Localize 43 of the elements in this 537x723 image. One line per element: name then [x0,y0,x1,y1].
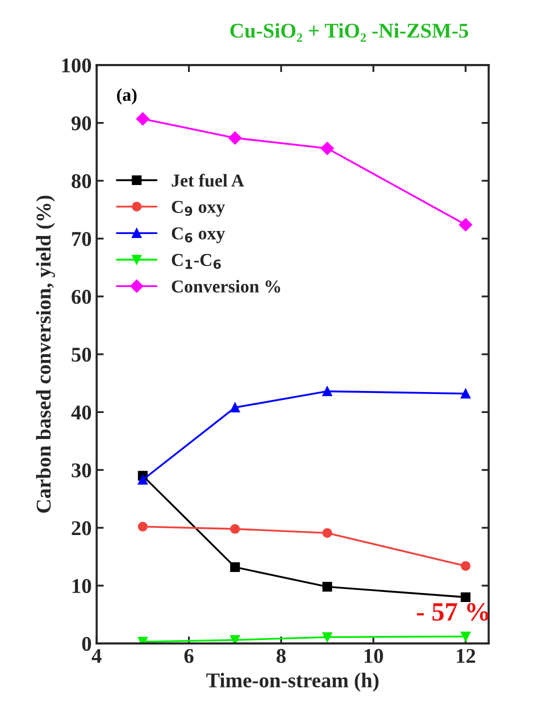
chart-title: Cu-SiO₂ + TiO₂ -Ni-ZSM-5 [230,23,468,42]
y-tick-label: 20 [72,521,92,536]
point [460,632,470,642]
y-tick-label: 60 [72,290,92,304]
x-tick-label: 12 [456,648,476,663]
y-tick-label: 40 [71,405,92,420]
x-axis-title: Time-on-stream (h) [206,672,378,692]
x-tick-label: 6 [184,648,194,663]
point [460,592,470,602]
point [322,528,332,538]
y-tick-label: 30 [72,463,92,478]
legend-label: C$_{1}$-C$_{6}$ [172,254,221,269]
y-tick-label: 90 [72,116,92,130]
point [230,524,240,534]
point [230,402,240,412]
point [230,635,240,644]
x-tick-label: 4 [92,649,102,663]
y-tick-label: 0 [82,636,92,651]
point [138,474,148,485]
legend-label: Jet fuel A [172,174,244,187]
point [460,561,470,571]
point [322,582,332,592]
legend-label: C$_{9}$ oxy [172,200,225,217]
y-axis-title: Carbon based conversion, yield (%) [36,196,55,513]
point [136,112,150,126]
point [320,142,334,155]
annotation: (a) [117,88,137,105]
point [460,388,470,398]
y-tick-label: 10 [72,579,92,594]
y-tick-label: 50 [72,348,92,362]
point [322,632,332,642]
point [322,386,332,396]
point [138,522,148,532]
y-tick-label: 70 [72,232,92,246]
point [230,562,240,572]
legend-label: C$_{6}$ oxy [172,227,225,244]
x-tick-label: 8 [276,648,286,663]
point [228,131,242,145]
legend-label: Conversion % [172,280,280,293]
x-tick-label: 10 [364,648,383,663]
y-tick-label: 80 [72,174,92,188]
point [459,218,472,232]
y-tick-label: 100 [62,58,92,73]
